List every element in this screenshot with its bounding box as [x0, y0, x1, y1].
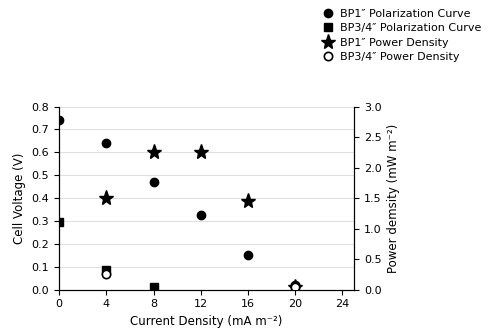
- BP1″ Polarization Curve: [198, 213, 204, 217]
- Y-axis label: Cell Voltage (V): Cell Voltage (V): [13, 153, 26, 244]
- BP1″ Polarization Curve: [103, 141, 109, 145]
- BP1″ Polarization Curve: [151, 180, 156, 184]
- BP1″ Polarization Curve: [292, 283, 298, 287]
- BP1″ Polarization Curve: [56, 118, 62, 122]
- BP1″ Polarization Curve: [245, 253, 251, 257]
- BP3/4″ Polarization Curve: [56, 220, 62, 224]
- Y-axis label: Power dem​sity (mW m⁻²): Power dem​sity (mW m⁻²): [387, 124, 400, 273]
- BP1″ Power Density: [245, 199, 251, 203]
- Line: BP3/4″ Power Density: BP3/4″ Power Density: [102, 270, 299, 291]
- BP3/4″ Polarization Curve: [292, 285, 298, 289]
- BP1″ Power Density: [292, 285, 298, 289]
- Legend: BP1″ Polarization Curve, BP3/4″ Polarization Curve, BP1″ Power Density, BP3/4″ P: BP1″ Polarization Curve, BP3/4″ Polariza…: [321, 9, 482, 62]
- BP1″ Power Density: [198, 151, 204, 155]
- BP3/4″ Polarization Curve: [151, 285, 156, 289]
- BP3/4″ Power Density: [103, 272, 109, 276]
- BP1″ Power Density: [151, 151, 156, 155]
- BP1″ Power Density: [103, 196, 109, 200]
- BP3/4″ Power Density: [292, 285, 298, 289]
- Line: BP1″ Polarization Curve: BP1″ Polarization Curve: [55, 116, 299, 289]
- X-axis label: Current Density (mA m⁻²): Current Density (mA m⁻²): [130, 315, 283, 328]
- Line: BP3/4″ Polarization Curve: BP3/4″ Polarization Curve: [55, 218, 299, 292]
- Line: BP1″ Power Density: BP1″ Power Density: [98, 145, 303, 294]
- BP3/4″ Polarization Curve: [103, 268, 109, 272]
